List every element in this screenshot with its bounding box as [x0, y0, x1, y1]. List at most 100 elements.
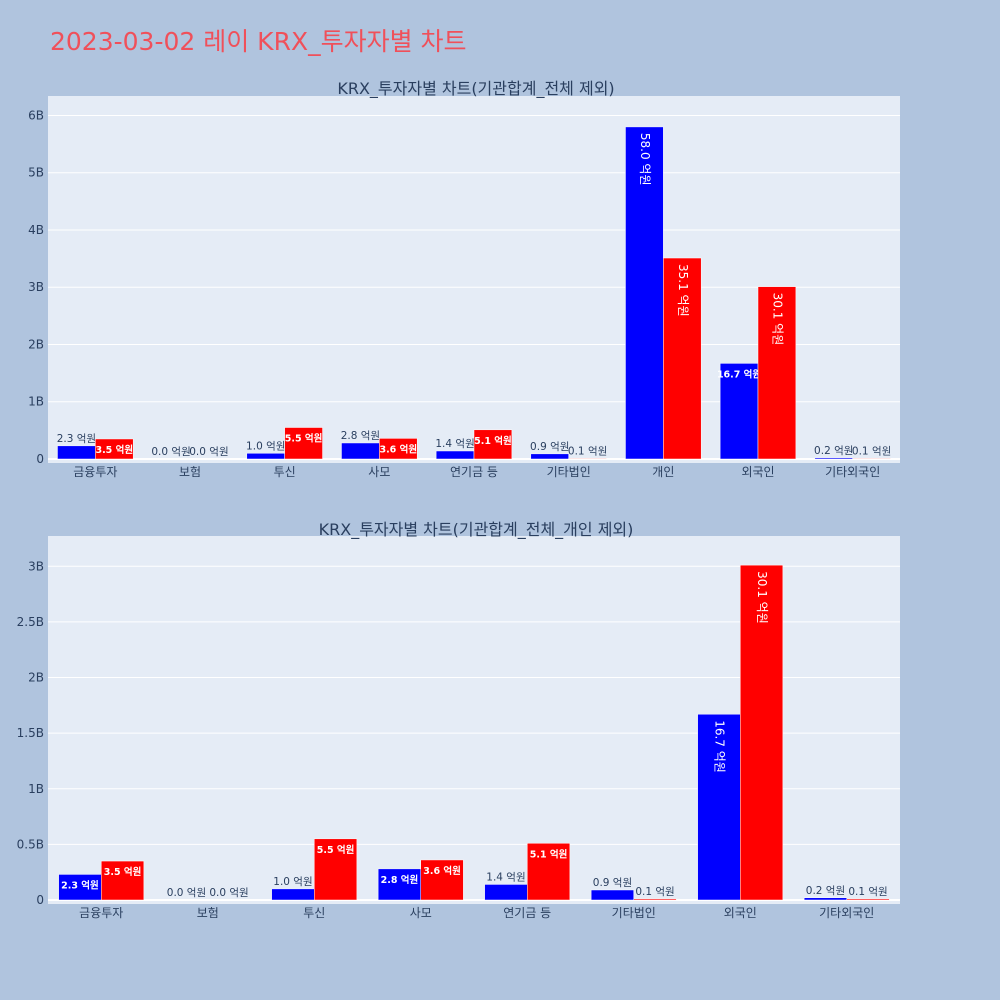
y-tick-label: 1B: [28, 395, 44, 409]
bar[interactable]: [846, 898, 890, 901]
data-label: 3.6 억원: [423, 865, 461, 877]
bar[interactable]: [341, 442, 380, 460]
y-tick-label: 0: [36, 452, 44, 466]
bar[interactable]: [484, 884, 528, 901]
y-tick-label: 0.5B: [17, 837, 44, 851]
y-tick-label: 5B: [28, 166, 44, 180]
bar[interactable]: [58, 874, 102, 901]
data-label: 1.0 억원: [246, 440, 285, 452]
data-label: 5.5 억원: [317, 844, 355, 856]
data-label: 0.2 억원: [806, 885, 845, 897]
y-tick-label: 0: [36, 893, 44, 907]
data-label: 0.0 억원: [209, 887, 248, 899]
bar[interactable]: [284, 427, 323, 460]
x-tick-label: 투신: [303, 906, 325, 920]
bar[interactable]: [377, 868, 421, 901]
data-label: 0.9 억원: [530, 441, 569, 453]
data-label: 30.1 억원: [755, 571, 769, 624]
data-label: 1.4 억원: [486, 871, 525, 883]
data-label: 0.1 억원: [852, 445, 891, 457]
bar[interactable]: [633, 898, 677, 901]
bar[interactable]: [420, 859, 464, 901]
y-tick-label: 1B: [28, 782, 44, 796]
data-label: 30.1 억원: [770, 293, 784, 346]
data-label: 0.0 억원: [151, 446, 190, 458]
y-tick-label: 1.5B: [17, 726, 44, 740]
x-tick-label: 보험: [179, 465, 201, 479]
data-label: 35.1 억원: [676, 264, 690, 317]
data-label: 0.1 억원: [635, 886, 674, 898]
y-tick-label: 3B: [28, 280, 44, 294]
bar[interactable]: [568, 458, 607, 460]
bar[interactable]: [95, 438, 134, 460]
x-tick-label: 보험: [197, 906, 219, 920]
bar[interactable]: [625, 126, 664, 460]
bar[interactable]: [246, 453, 285, 460]
bar[interactable]: [803, 897, 848, 901]
data-label: 5.5 억원: [285, 433, 323, 445]
data-label: 0.1 억원: [568, 445, 607, 457]
bar[interactable]: [697, 713, 741, 901]
bar[interactable]: [530, 453, 569, 460]
bar[interactable]: [379, 438, 418, 460]
data-label: 3.6 억원: [379, 443, 417, 455]
data-label: 2.3 억원: [57, 433, 96, 445]
bar[interactable]: [101, 860, 145, 901]
y-tick-label: 3B: [28, 559, 44, 573]
data-label: 0.0 억원: [189, 446, 228, 458]
y-tick-label: 2.5B: [17, 615, 44, 629]
x-tick-label: 외국인: [741, 465, 774, 479]
x-tick-label: 연기금 등: [450, 465, 498, 479]
data-label: 0.2 억원: [814, 445, 853, 457]
data-label: 0.9 억원: [593, 877, 632, 889]
bar[interactable]: [527, 843, 571, 901]
data-label: 3.5 억원: [95, 444, 133, 456]
data-label: 3.5 억원: [104, 866, 142, 878]
data-label: 5.1 억원: [530, 848, 568, 860]
x-tick-label: 기타법인: [612, 906, 656, 920]
data-label: 2.3 억원: [61, 879, 99, 891]
data-label: 16.7 억원: [717, 368, 761, 380]
data-label: 5.1 억원: [474, 435, 512, 447]
y-tick-label: 2B: [28, 671, 44, 685]
data-label: 58.0 억원: [638, 133, 652, 186]
x-tick-label: 기타외국인: [819, 906, 874, 920]
data-label: 0.0 억원: [167, 887, 206, 899]
bar[interactable]: [814, 457, 853, 460]
bar[interactable]: [57, 445, 96, 460]
bar[interactable]: [719, 363, 759, 460]
x-tick-label: 기타외국인: [825, 465, 880, 479]
bar[interactable]: [473, 429, 513, 460]
data-label: 1.0 억원: [273, 876, 312, 888]
bar[interactable]: [663, 257, 702, 460]
bar[interactable]: [740, 564, 784, 901]
bar[interactable]: [757, 286, 797, 460]
x-tick-label: 사모: [368, 465, 390, 479]
bar[interactable]: [314, 838, 358, 901]
page-title: 2023-03-02 레이 KRX_투자자별 차트: [50, 27, 467, 56]
y-tick-label: 6B: [28, 108, 44, 122]
data-label: 1.4 억원: [435, 438, 474, 450]
chart-title: KRX_투자자별 차트(기관합계_전체_개인 제외): [319, 520, 634, 540]
chart-1: KRX_투자자별 차트(기관합계_전체 제외) 0 1B 2B 3B 4B 5B 6B 금융투자…: [28, 79, 900, 479]
x-tick-label: 기타법인: [547, 465, 591, 479]
data-label: 2.8 억원: [381, 874, 419, 886]
x-tick-label: 금융투자: [73, 465, 117, 479]
bar[interactable]: [271, 888, 315, 901]
data-label: 2.8 억원: [341, 430, 380, 442]
x-tick-label: 개인: [652, 465, 674, 479]
bar[interactable]: [590, 889, 635, 901]
bar[interactable]: [435, 450, 475, 460]
y-tick-label: 4B: [28, 223, 44, 237]
x-tick-label: 금융투자: [79, 906, 123, 920]
data-label: 16.7 억원: [712, 720, 726, 773]
chart-title: KRX_투자자별 차트(기관합계_전체 제외): [337, 79, 614, 99]
x-tick-label: 외국인: [724, 906, 757, 920]
data-label: 0.1 억원: [848, 886, 887, 898]
chart-2: KRX_투자자별 차트(기관합계_전체_개인 제외) 0 0.5B 1B 1.5B 2B 2…: [17, 520, 900, 920]
x-tick-label: 투신: [274, 465, 296, 479]
y-tick-label: 2B: [28, 337, 44, 351]
bar[interactable]: [852, 458, 891, 460]
x-tick-label: 연기금 등: [503, 906, 551, 920]
